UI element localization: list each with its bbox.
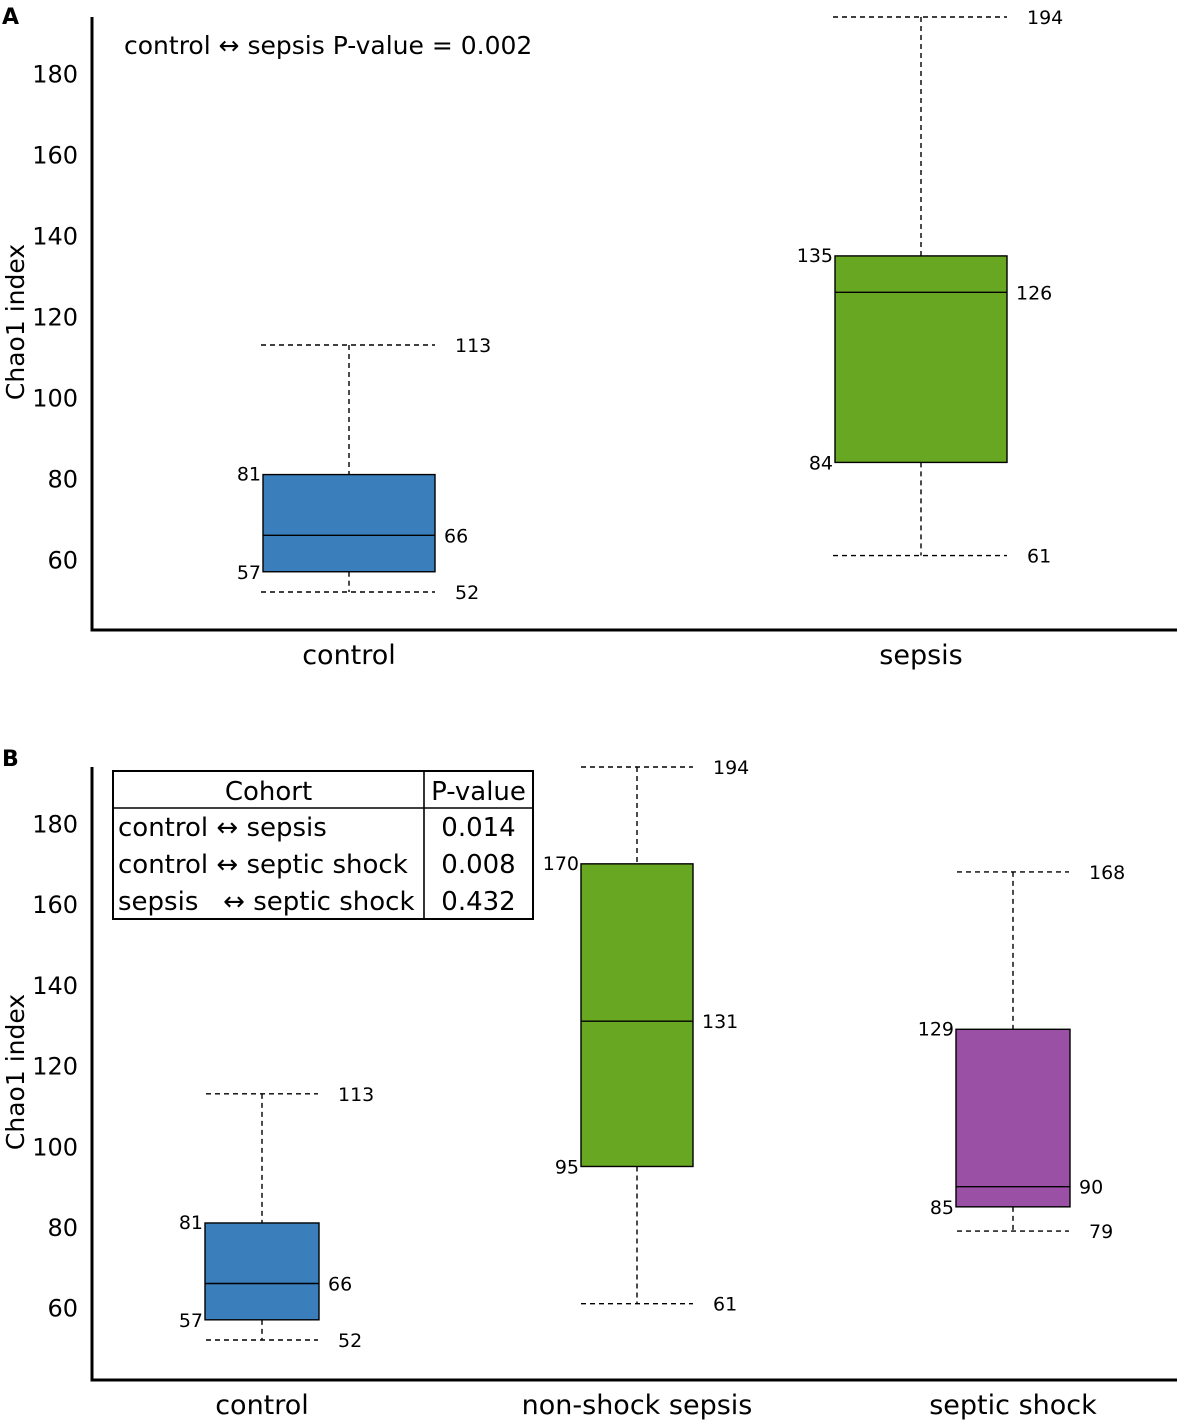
panel-a-y-tick-label-160: 160 — [32, 142, 78, 170]
panel-a-y-tick-label-180: 180 — [32, 61, 78, 89]
panel-b-table-row-2-cohort: sepsis ↔ septic shock — [118, 887, 415, 917]
panel-a-y-tick-label-120: 120 — [32, 304, 78, 332]
panel-a-letter: A — [2, 5, 19, 30]
panel-a-sepsis-category-label: sepsis — [879, 640, 962, 671]
panel-a-control-max-label: 113 — [455, 335, 491, 357]
panel-b-table-row-1-pvalue: 0.008 — [441, 850, 515, 880]
panel-a-y-tick-label-100: 100 — [32, 385, 78, 413]
panel-b-y-tick-label-120: 120 — [32, 1053, 78, 1081]
panel-b-control-box — [204, 1222, 320, 1321]
panel-b-y-tick-label-160: 160 — [32, 891, 78, 919]
panel-b-table-row-2-pvalue: 0.432 — [441, 887, 515, 917]
panel-a-y-tick-label-60: 60 — [47, 547, 78, 575]
panel-a-control-q3-label: 81 — [237, 464, 261, 486]
panel-a-sepsis-min-label: 61 — [1027, 546, 1051, 568]
panel-b-non-shock-sepsis-median-label: 131 — [702, 1011, 738, 1033]
panel-b-non-shock-sepsis-max-label: 194 — [713, 757, 749, 779]
panel-a-y-tick-label-140: 140 — [32, 223, 78, 251]
panel-a-sepsis-box — [834, 255, 1008, 464]
panel-a-y-axis-label: Chao1 index — [1, 244, 30, 400]
panel-a-control-box — [262, 473, 436, 573]
panel-b-non-shock-sepsis-category-label: non-shock sepsis — [522, 1390, 753, 1421]
panel-a-sepsis-q3-label: 135 — [797, 245, 833, 267]
panel-b-control-median-label: 66 — [328, 1274, 352, 1296]
panel-b-table-frame — [112, 770, 534, 920]
panel-b-septic-shock-q3-label: 129 — [918, 1018, 954, 1040]
panel-b-table-row-0-cohort: control ↔ sepsis — [118, 813, 327, 843]
panel-b-non-shock-sepsis-q1-label: 95 — [555, 1156, 579, 1178]
panel-b-non-shock-sepsis-min-label: 61 — [713, 1294, 737, 1316]
panel-a-sepsis-q1-label: 84 — [809, 452, 833, 474]
panel-b-septic-shock-min-label: 79 — [1089, 1221, 1113, 1243]
panel-a-control-min-label: 52 — [455, 582, 479, 604]
panel-a-subtitle: control ↔ sepsis P-value = 0.002 — [124, 31, 532, 60]
panel-b-septic-shock-category-label: septic shock — [929, 1390, 1097, 1421]
panel-b-table-row-0-pvalue: 0.014 — [441, 813, 515, 843]
panel-a-sepsis-max-label: 194 — [1027, 7, 1063, 29]
panel-b-septic-shock-q1-label: 85 — [930, 1197, 954, 1219]
panel-b-control-category-label: control — [215, 1390, 309, 1421]
panel-b-control-min-label: 52 — [338, 1330, 362, 1352]
panel-b-control-q1-label: 57 — [179, 1310, 203, 1332]
panel-a-control-category-label: control — [302, 640, 396, 671]
panel-b-control-q3-label: 81 — [179, 1212, 203, 1234]
panel-b-letter: B — [2, 747, 19, 772]
panel-b-table-header-pvalue: P-value — [431, 777, 526, 807]
panel-a-sepsis-median-label: 126 — [1016, 282, 1052, 304]
panel-b-y-tick-label-100: 100 — [32, 1133, 78, 1161]
panel-b-non-shock-sepsis-box — [580, 863, 694, 1168]
panel-b-y-tick-label-60: 60 — [47, 1295, 78, 1323]
panel-b-y-tick-label-180: 180 — [32, 810, 78, 838]
panel-b-y-tick-label-80: 80 — [47, 1214, 78, 1242]
panel-b-septic-shock-median-label: 90 — [1079, 1177, 1103, 1199]
panel-b-table-row-1-cohort: control ↔ septic shock — [118, 850, 408, 880]
panel-b-y-axis-label: Chao1 index — [1, 994, 30, 1150]
panel-a-control-median-label: 66 — [444, 525, 468, 547]
panel-b-y-tick-label-140: 140 — [32, 972, 78, 1000]
panel-b-septic-shock-box — [955, 1028, 1071, 1208]
panel-b-table-header-cohort: Cohort — [225, 777, 312, 807]
panel-b-control-max-label: 113 — [338, 1084, 374, 1106]
panel-a-control-q1-label: 57 — [237, 562, 261, 584]
panel-a-y-tick-label-80: 80 — [47, 466, 78, 494]
panel-b-septic-shock-max-label: 168 — [1089, 862, 1125, 884]
panel-b-non-shock-sepsis-q3-label: 170 — [543, 853, 579, 875]
